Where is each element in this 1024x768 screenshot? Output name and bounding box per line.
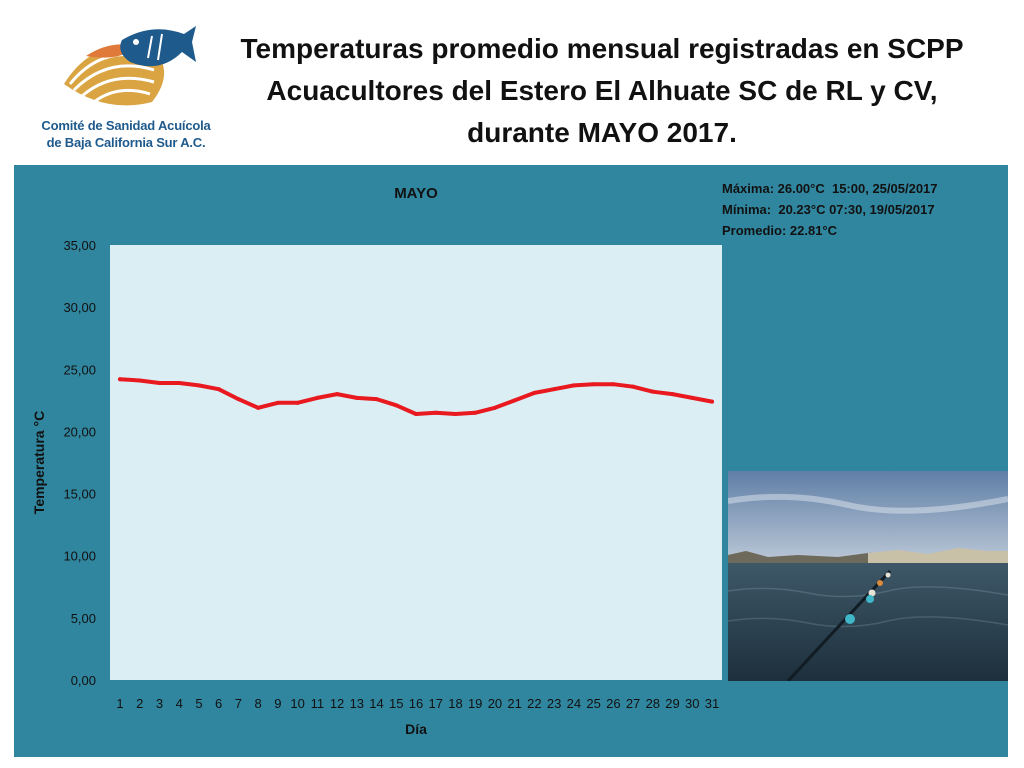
data-point xyxy=(650,389,655,394)
x-tick-label: 3 xyxy=(156,696,163,711)
x-axis-label: Día xyxy=(405,721,427,737)
x-tick-label: 27 xyxy=(626,696,640,711)
data-point xyxy=(473,410,478,415)
chart-panel: 0,00 5,00 10,00 15,00 20,00 25,00 30,00 35,00 1… xyxy=(14,165,1008,757)
data-point xyxy=(137,378,142,383)
data-point xyxy=(433,410,438,415)
x-tick-label: 29 xyxy=(665,696,679,711)
data-point xyxy=(512,398,517,403)
data-point xyxy=(591,382,596,387)
chart-title: MAYO xyxy=(394,185,438,202)
x-tick-label: 26 xyxy=(606,696,620,711)
data-point xyxy=(256,405,261,410)
x-tick-label: 4 xyxy=(176,696,183,711)
logo: Comité de Sanidad Acuícola de Baja Calif… xyxy=(38,22,214,152)
x-tick-label: 28 xyxy=(646,696,660,711)
y-tick-label: 10,00 xyxy=(63,549,96,564)
data-point xyxy=(177,380,182,385)
data-point xyxy=(532,390,537,395)
data-point xyxy=(453,412,458,417)
title-line-2: Acuacultores del Estero El Alhuate SC de… xyxy=(266,75,938,106)
x-tick-label: 16 xyxy=(409,696,423,711)
data-point xyxy=(295,400,300,405)
data-point xyxy=(354,395,359,400)
stat-avg: Promedio: 22.81°C xyxy=(722,223,838,238)
plot-area xyxy=(110,245,722,680)
y-axis-label: Temperatura °C xyxy=(31,411,47,514)
x-tick-label: 9 xyxy=(274,696,281,711)
data-point xyxy=(275,400,280,405)
title-line-1: Temperaturas promedio mensual registrada… xyxy=(240,33,964,64)
x-tick-label: 1 xyxy=(116,696,123,711)
data-point xyxy=(335,392,340,397)
stats-box: Máxima: 26.00°C 15:00, 25/05/2017 Mínima… xyxy=(722,178,938,241)
x-tick-label: 7 xyxy=(235,696,242,711)
x-tick-label: 2 xyxy=(136,696,143,711)
x-tick-label: 10 xyxy=(290,696,304,711)
x-tick-label: 17 xyxy=(428,696,442,711)
y-tick-label: 15,00 xyxy=(63,487,96,502)
x-tick-label: 23 xyxy=(547,696,561,711)
data-point xyxy=(118,377,122,382)
x-tick-label: 21 xyxy=(507,696,521,711)
y-tick-label: 25,00 xyxy=(63,362,96,377)
x-tick-label: 25 xyxy=(586,696,600,711)
title-line-3: durante MAYO 2017. xyxy=(467,117,737,148)
data-point xyxy=(611,382,616,387)
x-tick-label: 20 xyxy=(488,696,502,711)
y-tick-label: 5,00 xyxy=(71,611,96,626)
stat-max: Máxima: 26.00°C 15:00, 25/05/2017 xyxy=(722,181,938,196)
data-point xyxy=(552,387,557,392)
x-tick-label: 15 xyxy=(389,696,403,711)
x-tick-label: 24 xyxy=(567,696,581,711)
x-tick-label: 22 xyxy=(527,696,541,711)
x-tick-label: 12 xyxy=(330,696,344,711)
data-point xyxy=(315,395,320,400)
fish-and-shell-logo-icon xyxy=(64,26,196,106)
data-point xyxy=(631,384,636,389)
data-point xyxy=(157,380,162,385)
y-tick-label: 30,00 xyxy=(63,300,96,315)
data-point xyxy=(196,383,201,388)
x-tick-label: 13 xyxy=(350,696,364,711)
data-point xyxy=(216,387,221,392)
x-axis: 1 2 3 4 5 6 7 8 9 10 11 12 13 14 15 16 17 18 19 20 21 22 23 24 2… xyxy=(116,696,719,711)
y-axis: 0,00 5,00 10,00 15,00 20,00 25,00 30,00 35,00 xyxy=(63,238,96,688)
data-point xyxy=(571,383,576,388)
data-point xyxy=(690,395,695,400)
logo-text-line1: Comité de Sanidad Acuícola xyxy=(41,118,211,133)
y-tick-label: 35,00 xyxy=(63,238,96,253)
y-tick-label: 0,00 xyxy=(71,673,96,688)
temperature-line-chart: 0,00 5,00 10,00 15,00 20,00 25,00 30,00 35,00 1… xyxy=(31,185,722,737)
data-point xyxy=(394,403,399,408)
x-tick-label: 6 xyxy=(215,696,222,711)
estuary-photo-icon xyxy=(728,471,1008,681)
x-tick-label: 14 xyxy=(369,696,383,711)
x-tick-label: 5 xyxy=(195,696,202,711)
data-point xyxy=(492,405,497,410)
x-tick-label: 11 xyxy=(311,696,325,711)
data-point xyxy=(414,412,418,417)
x-tick-label: 30 xyxy=(685,696,699,711)
data-point xyxy=(374,397,379,402)
x-tick-label: 8 xyxy=(255,696,262,711)
x-tick-label: 18 xyxy=(448,696,462,711)
x-tick-label: 31 xyxy=(705,696,719,711)
y-tick-label: 20,00 xyxy=(63,424,96,439)
x-tick-label: 19 xyxy=(468,696,482,711)
page-title: Temperaturas promedio mensual registrada… xyxy=(218,28,986,154)
data-point xyxy=(670,392,675,397)
data-point xyxy=(710,399,714,404)
logo-text-line2: de Baja California Sur A.C. xyxy=(46,135,206,150)
data-points xyxy=(118,377,714,417)
data-point xyxy=(236,397,241,402)
stat-min: Mínima: 20.23°C 07:30, 19/05/2017 xyxy=(722,202,935,217)
